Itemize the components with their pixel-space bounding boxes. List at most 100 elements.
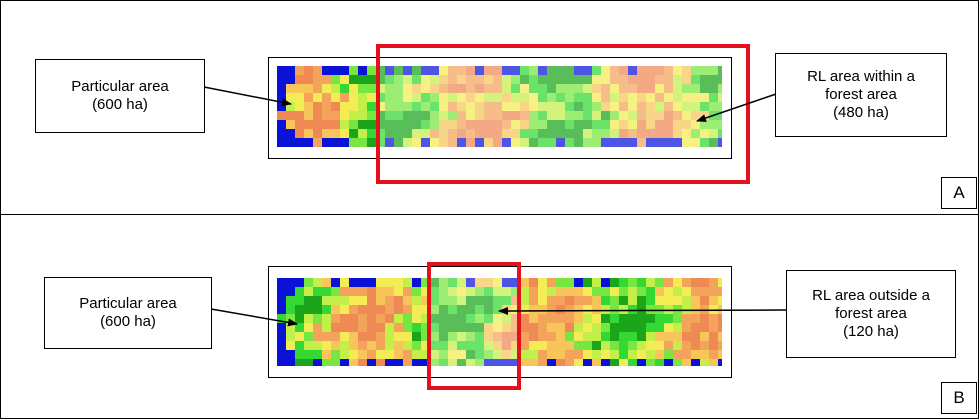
land-cell: [682, 102, 692, 112]
land-cell: [394, 332, 404, 342]
land-cell: [475, 75, 485, 85]
land-cell: [295, 323, 305, 333]
land-cell: [448, 138, 458, 147]
land-cell: [655, 278, 665, 288]
land-cell: [385, 75, 395, 85]
land-cell: [718, 296, 722, 306]
land-cell: [331, 129, 341, 139]
land-cell: [592, 359, 602, 366]
land-cell: [655, 84, 665, 94]
land-cell: [448, 305, 458, 315]
land-cell: [331, 305, 341, 315]
land-cell: [466, 93, 476, 103]
land-cell: [709, 350, 719, 360]
land-cell: [565, 350, 575, 360]
land-cell: [610, 111, 620, 121]
land-cell: [439, 341, 449, 351]
land-cell: [394, 359, 404, 366]
land-cell: [502, 350, 512, 360]
land-cell: [457, 341, 467, 351]
land-cell: [286, 66, 296, 76]
land-cell: [682, 84, 692, 94]
land-cell: [538, 102, 548, 112]
land-cell: [502, 323, 512, 333]
land-cell: [331, 323, 341, 333]
land-cell: [664, 287, 674, 297]
land-cell: [556, 84, 566, 94]
land-cell: [592, 93, 602, 103]
land-cell: [682, 350, 692, 360]
land-cell: [475, 120, 485, 130]
land-cell: [691, 359, 701, 366]
land-cell: [295, 102, 305, 112]
land-cell: [349, 314, 359, 324]
land-cell: [592, 66, 602, 76]
land-cell: [439, 296, 449, 306]
land-cell: [610, 129, 620, 139]
land-cell: [376, 332, 386, 342]
land-cell: [367, 314, 377, 324]
land-cell: [619, 93, 629, 103]
land-cell: [583, 287, 593, 297]
land-cell: [592, 323, 602, 333]
land-cell: [511, 350, 521, 360]
land-cell: [574, 314, 584, 324]
land-cell: [547, 341, 557, 351]
land-cell: [529, 84, 539, 94]
land-cell: [394, 314, 404, 324]
land-cell: [349, 359, 359, 366]
land-cell: [628, 75, 638, 85]
land-cell: [394, 102, 404, 112]
land-cell: [709, 332, 719, 342]
land-cell: [403, 332, 413, 342]
land-cell: [520, 93, 530, 103]
land-cell: [421, 332, 431, 342]
land-cell: [349, 84, 359, 94]
land-cell: [484, 111, 494, 121]
land-cell: [682, 287, 692, 297]
land-cell: [556, 102, 566, 112]
land-cell: [520, 278, 530, 288]
land-cell: [286, 332, 296, 342]
land-cell: [484, 314, 494, 324]
land-cell: [700, 278, 710, 288]
land-cell: [448, 350, 458, 360]
land-cell: [556, 278, 566, 288]
land-cell: [601, 75, 611, 85]
land-cell: [430, 332, 440, 342]
land-cell: [493, 350, 503, 360]
land-cell: [655, 323, 665, 333]
land-cell: [574, 66, 584, 76]
land-cell: [340, 332, 350, 342]
land-cell: [682, 314, 692, 324]
land-cell: [538, 332, 548, 342]
land-cell: [412, 111, 422, 121]
land-cell: [322, 66, 332, 76]
land-cell: [304, 102, 314, 112]
land-cell: [556, 350, 566, 360]
land-cell: [493, 359, 503, 366]
land-cell: [457, 66, 467, 76]
land-cell: [538, 314, 548, 324]
land-cell: [601, 314, 611, 324]
land-cell: [457, 332, 467, 342]
land-cell: [322, 138, 332, 147]
land-cell: [619, 359, 629, 366]
land-cell: [322, 111, 332, 121]
land-cell: [475, 102, 485, 112]
land-cell: [709, 341, 719, 351]
land-cell: [349, 93, 359, 103]
label-line: (120 ha): [843, 323, 899, 340]
land-cell: [376, 75, 386, 85]
land-cell: [457, 314, 467, 324]
land-cell: [358, 102, 368, 112]
land-cell: [430, 138, 440, 147]
land-cell: [484, 129, 494, 139]
land-cell: [718, 278, 722, 288]
land-cell: [376, 323, 386, 333]
land-cell: [547, 332, 557, 342]
land-cell: [439, 278, 449, 288]
land-cell: [601, 278, 611, 288]
land-cell: [457, 138, 467, 147]
land-cell: [637, 314, 647, 324]
